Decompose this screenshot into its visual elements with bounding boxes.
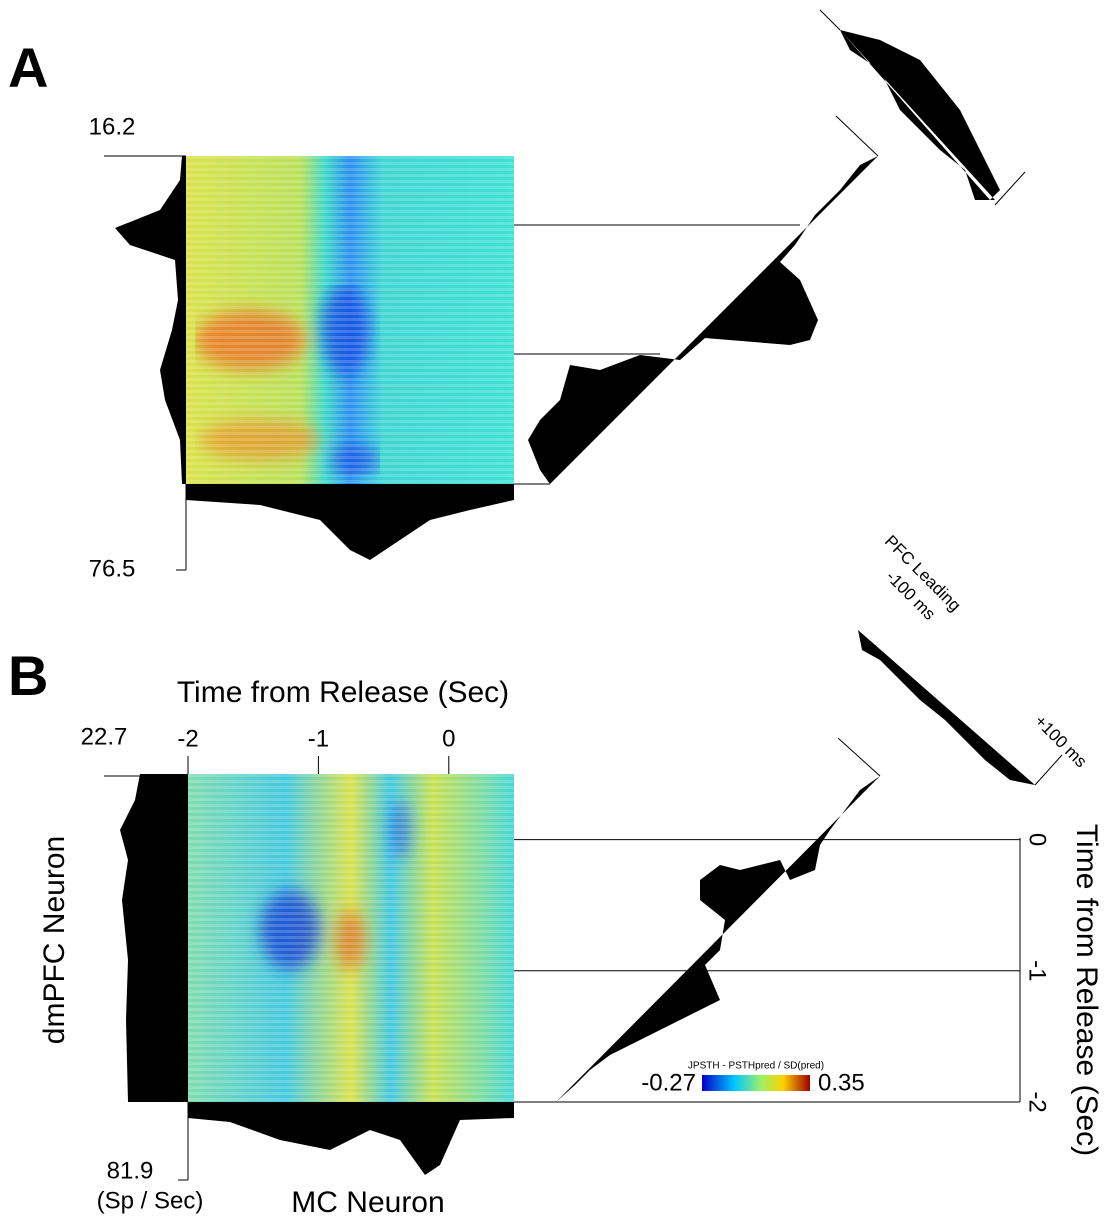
heatmap bbox=[188, 774, 514, 1102]
x-tick-label: -1 bbox=[308, 725, 329, 752]
diagonal-histogram bbox=[528, 156, 878, 484]
guide-line bbox=[819, 9, 841, 31]
guide-line bbox=[835, 115, 879, 157]
heatmap bbox=[186, 156, 514, 484]
y-tick-label: -2 bbox=[1024, 1091, 1051, 1112]
panel-label: A bbox=[8, 36, 48, 99]
psth-bottom bbox=[186, 484, 514, 560]
colorbar bbox=[702, 1075, 810, 1091]
x-tick-label: -2 bbox=[177, 725, 198, 752]
colorbar-max: 0.35 bbox=[818, 1069, 865, 1096]
right-axis-title: Time from Release (Sec) bbox=[1070, 824, 1103, 1156]
psth-left bbox=[115, 156, 186, 484]
guide-line bbox=[994, 171, 1026, 206]
diagonal-histogram bbox=[556, 776, 880, 1102]
rate-unit: (Sp / Sec) bbox=[97, 1187, 204, 1214]
rate-min: 81.9 bbox=[107, 1157, 154, 1184]
x-tick-label: 0 bbox=[442, 725, 455, 752]
diagonal-histogram-small bbox=[840, 30, 1000, 200]
panel-label: B bbox=[8, 644, 48, 707]
psth-left bbox=[120, 774, 188, 1102]
y-tick-label: -1 bbox=[1024, 960, 1051, 981]
colorbar-min: -0.27 bbox=[641, 1069, 696, 1096]
rate-min: 76.5 bbox=[89, 555, 136, 582]
diagonal-label: +100 ms bbox=[1031, 711, 1091, 771]
rate-max: 22.7 bbox=[81, 723, 128, 750]
x-axis-title: Time from Release (Sec) bbox=[177, 676, 509, 709]
rate-max: 16.2 bbox=[89, 113, 136, 140]
guide-line bbox=[837, 737, 881, 777]
colorbar-title: JPSTH - PSTHpred / SD(pred) bbox=[688, 1061, 824, 1072]
x-label: MC Neuron bbox=[291, 1186, 444, 1219]
diagonal-histogram-small bbox=[858, 630, 1035, 785]
psth-bottom bbox=[188, 1102, 514, 1175]
guide-line bbox=[1034, 754, 1063, 786]
y-label: dmPFC Neuron bbox=[38, 836, 71, 1044]
y-tick-label: 0 bbox=[1024, 833, 1051, 846]
